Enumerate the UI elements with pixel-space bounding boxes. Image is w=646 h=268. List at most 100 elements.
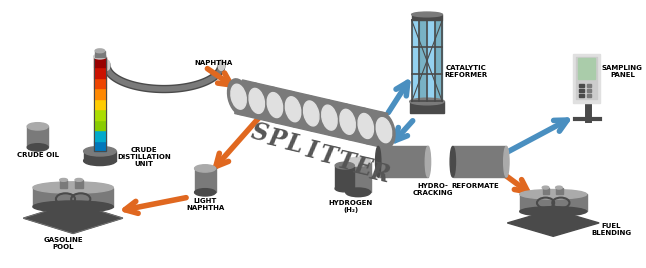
- Bar: [579, 89, 584, 92]
- Bar: [556, 188, 563, 194]
- Ellipse shape: [75, 178, 83, 181]
- Ellipse shape: [450, 146, 455, 177]
- Text: HYDRO-
CRACKING: HYDRO- CRACKING: [413, 183, 453, 196]
- Ellipse shape: [375, 146, 381, 177]
- Bar: [59, 180, 67, 188]
- Bar: [94, 57, 106, 151]
- Ellipse shape: [33, 201, 113, 213]
- Text: CRUDE OIL: CRUDE OIL: [17, 152, 59, 158]
- Bar: [543, 188, 549, 194]
- Ellipse shape: [94, 54, 106, 59]
- Bar: [194, 168, 216, 192]
- Bar: [427, 20, 435, 102]
- Bar: [579, 84, 584, 87]
- Bar: [576, 57, 597, 99]
- Ellipse shape: [304, 101, 319, 126]
- Ellipse shape: [520, 189, 587, 199]
- Ellipse shape: [358, 113, 373, 139]
- Text: I: I: [303, 137, 319, 163]
- Bar: [587, 84, 592, 87]
- Bar: [453, 146, 506, 177]
- Polygon shape: [23, 203, 123, 233]
- Ellipse shape: [346, 188, 371, 197]
- Ellipse shape: [27, 144, 48, 151]
- Bar: [573, 54, 600, 103]
- Ellipse shape: [376, 118, 391, 143]
- Bar: [75, 180, 83, 188]
- Bar: [587, 94, 592, 97]
- Ellipse shape: [194, 165, 216, 172]
- Bar: [587, 89, 592, 92]
- Text: REFORMATE: REFORMATE: [451, 183, 499, 189]
- Ellipse shape: [355, 108, 377, 144]
- Bar: [579, 94, 584, 97]
- Ellipse shape: [267, 92, 283, 118]
- Bar: [33, 188, 113, 207]
- Polygon shape: [507, 210, 599, 236]
- Bar: [410, 102, 444, 113]
- Ellipse shape: [335, 162, 354, 169]
- Ellipse shape: [337, 104, 359, 140]
- Text: GASOLINE
POOL: GASOLINE POOL: [44, 237, 83, 250]
- Bar: [346, 162, 371, 192]
- Polygon shape: [234, 80, 388, 147]
- Ellipse shape: [425, 146, 431, 177]
- Text: T: T: [317, 142, 340, 170]
- Ellipse shape: [412, 12, 443, 17]
- Ellipse shape: [373, 112, 395, 148]
- Ellipse shape: [504, 146, 509, 177]
- Text: FUEL
BLENDING: FUEL BLENDING: [592, 223, 632, 236]
- Text: NAPHTHA: NAPHTHA: [194, 60, 233, 66]
- Bar: [335, 166, 354, 188]
- Bar: [419, 20, 427, 102]
- Ellipse shape: [27, 123, 48, 130]
- Ellipse shape: [218, 60, 225, 70]
- Text: E: E: [351, 154, 375, 181]
- Text: LIGHT
NAPHTHA: LIGHT NAPHTHA: [186, 198, 224, 211]
- Ellipse shape: [83, 146, 116, 156]
- Text: HYDROGEN
(H₂): HYDROGEN (H₂): [328, 200, 373, 213]
- Ellipse shape: [556, 186, 562, 189]
- Ellipse shape: [264, 87, 286, 123]
- Text: R: R: [368, 159, 392, 187]
- Ellipse shape: [335, 185, 354, 192]
- Text: SAMPLING
PANEL: SAMPLING PANEL: [602, 65, 643, 78]
- Ellipse shape: [322, 105, 337, 130]
- Bar: [94, 77, 106, 88]
- Bar: [520, 194, 587, 211]
- Ellipse shape: [231, 84, 246, 109]
- Bar: [94, 109, 106, 120]
- Text: L: L: [283, 131, 305, 158]
- Text: CRUDE
DISTILLATION
UNIT: CRUDE DISTILLATION UNIT: [117, 147, 171, 168]
- Text: S: S: [249, 120, 271, 147]
- Bar: [94, 120, 106, 130]
- Ellipse shape: [542, 186, 549, 189]
- Ellipse shape: [318, 100, 340, 136]
- Polygon shape: [237, 89, 386, 138]
- Ellipse shape: [95, 49, 105, 53]
- Ellipse shape: [346, 157, 371, 166]
- Ellipse shape: [103, 60, 110, 70]
- Ellipse shape: [249, 88, 264, 113]
- Ellipse shape: [227, 79, 249, 114]
- Bar: [412, 14, 443, 20]
- Ellipse shape: [520, 207, 587, 216]
- Ellipse shape: [194, 189, 216, 196]
- Bar: [578, 58, 596, 80]
- Bar: [95, 51, 105, 57]
- Ellipse shape: [300, 96, 322, 131]
- Ellipse shape: [286, 97, 301, 122]
- Ellipse shape: [245, 83, 268, 119]
- Text: CATALYTIC
REFORMER: CATALYTIC REFORMER: [444, 65, 488, 78]
- Text: P: P: [266, 125, 288, 152]
- Ellipse shape: [59, 178, 67, 181]
- Bar: [27, 126, 48, 147]
- Ellipse shape: [33, 182, 113, 193]
- Ellipse shape: [83, 156, 116, 166]
- Text: T: T: [335, 148, 357, 176]
- Bar: [412, 20, 419, 102]
- Bar: [94, 67, 106, 77]
- Bar: [83, 151, 116, 161]
- Ellipse shape: [282, 91, 304, 127]
- Bar: [94, 130, 106, 141]
